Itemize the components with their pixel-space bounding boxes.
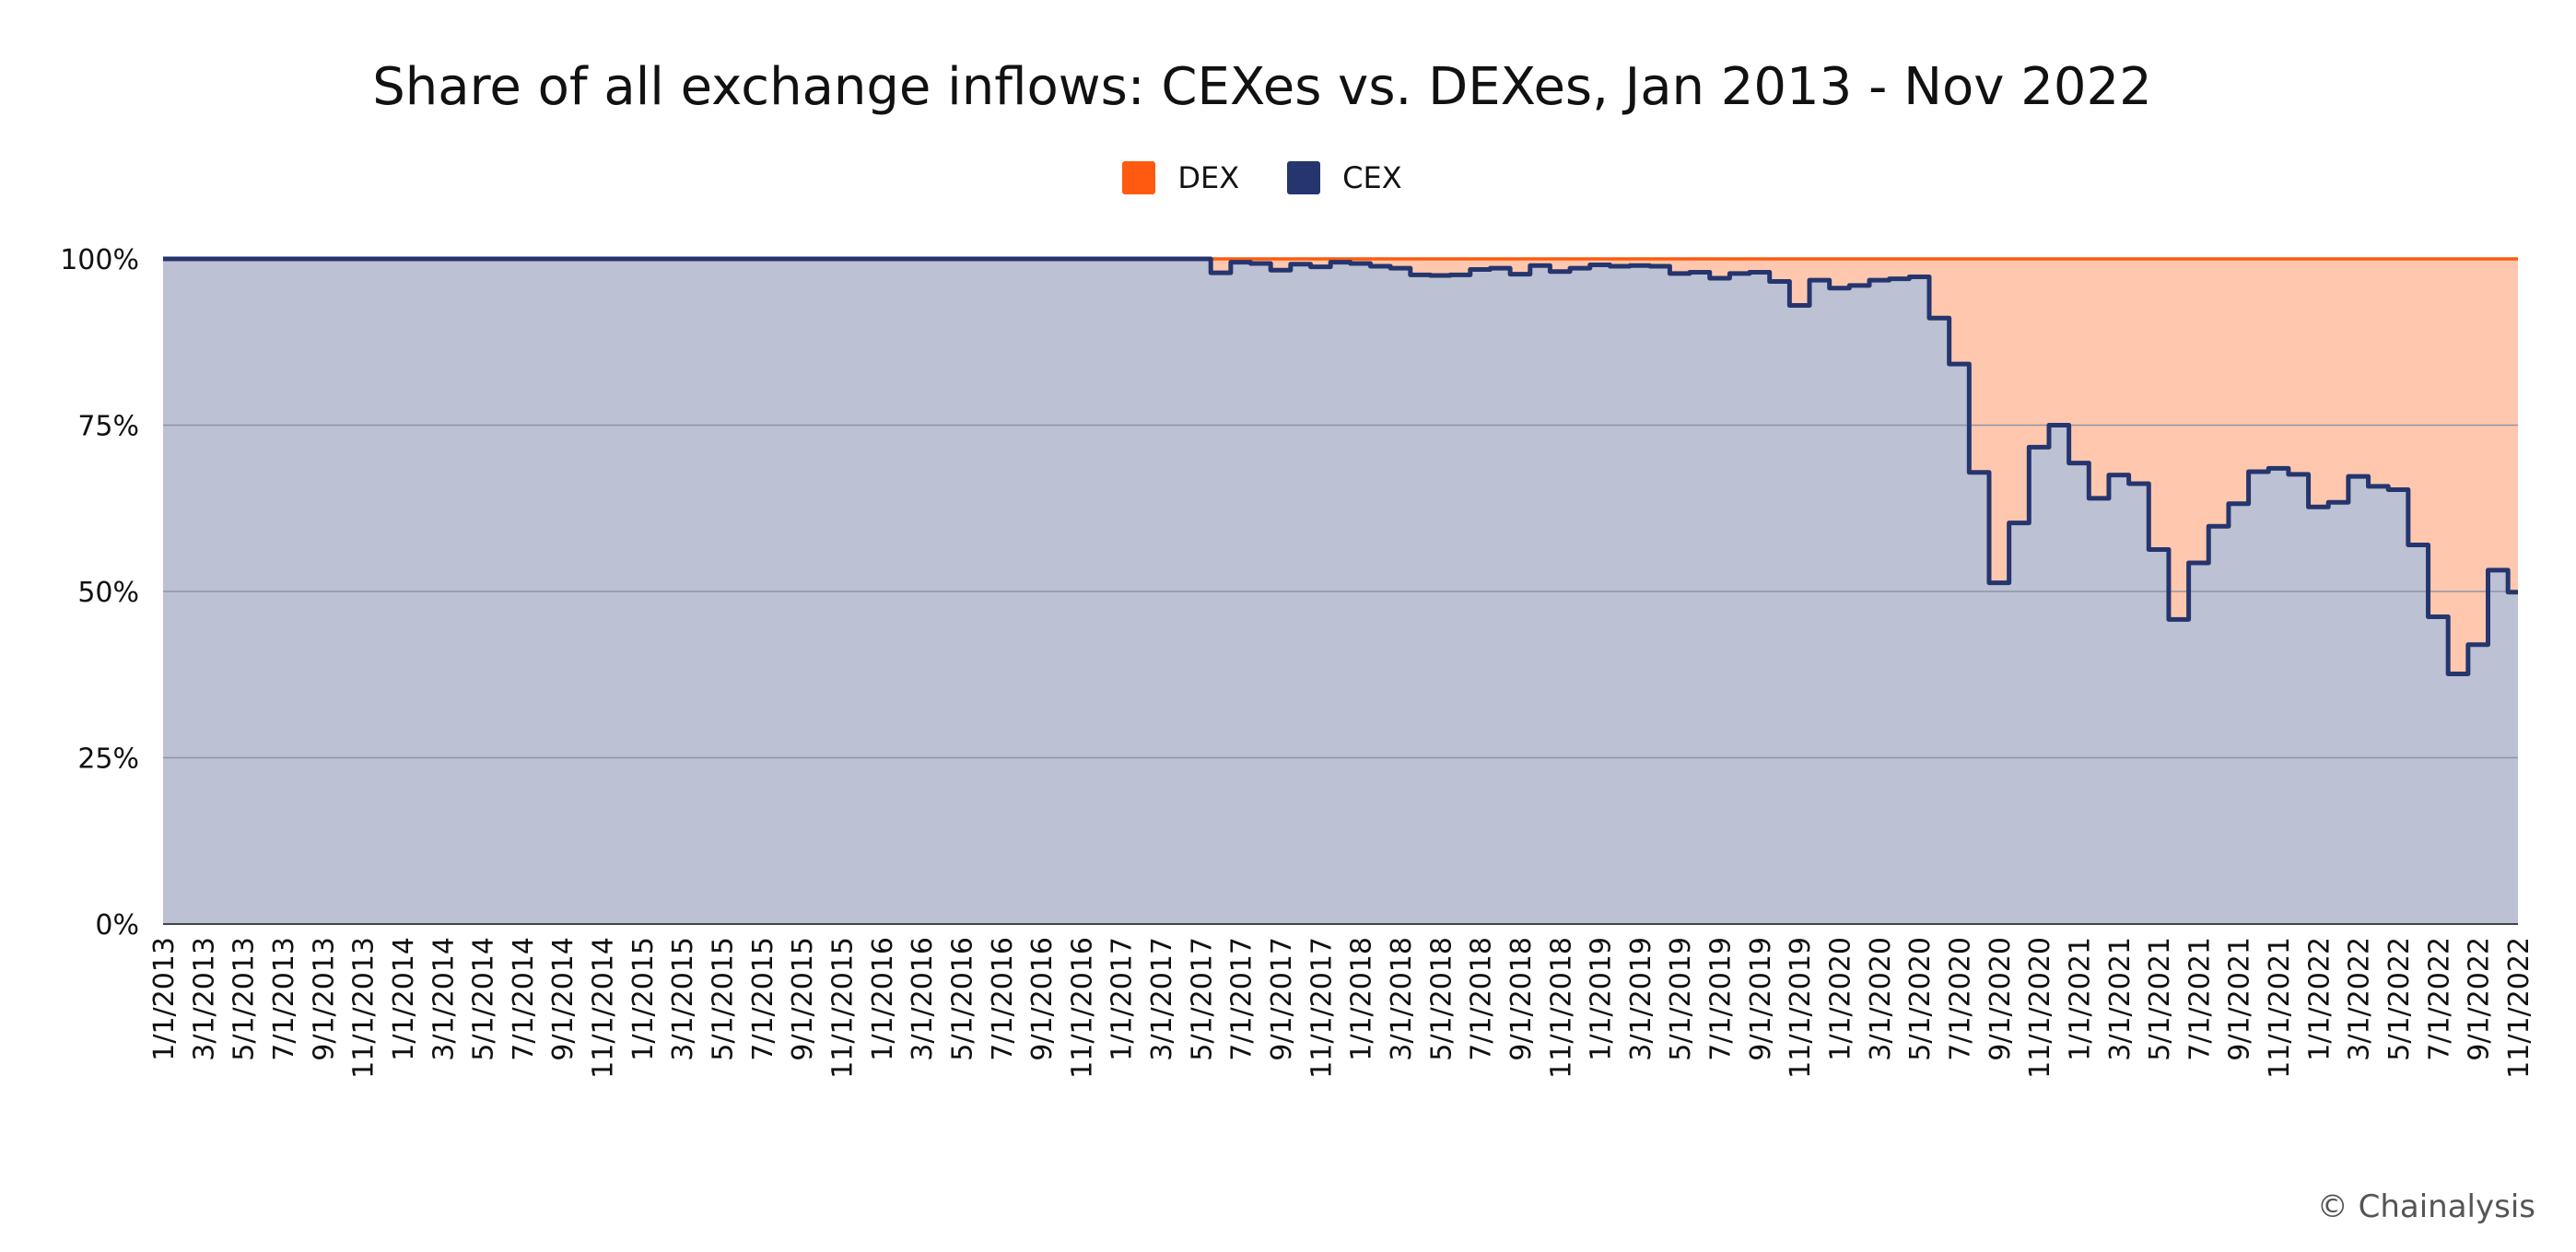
- x-tick-label: 1/1/2017: [1107, 937, 1139, 1061]
- x-tick-label: 7/1/2018: [1466, 937, 1498, 1061]
- x-tick-label: 7/1/2013: [268, 937, 300, 1061]
- x-tick-label: 9/1/2015: [787, 937, 819, 1061]
- x-tick-label: 3/1/2020: [1865, 937, 1897, 1061]
- x-tick-label: 5/1/2016: [946, 937, 978, 1061]
- x-tick-label: 11/1/2020: [2024, 937, 2056, 1079]
- x-tick-label: 9/1/2020: [1985, 937, 2017, 1061]
- x-tick-label: 3/1/2018: [1386, 937, 1418, 1061]
- x-tick-label: 9/1/2017: [1266, 937, 1298, 1061]
- x-tick-label: 11/1/2022: [2503, 937, 2535, 1079]
- x-tick-label: 9/1/2014: [547, 937, 580, 1061]
- x-tick-label: 9/1/2019: [1745, 937, 1777, 1061]
- x-tick-label: 9/1/2016: [1026, 937, 1059, 1061]
- x-tick-label: 5/1/2020: [1904, 937, 1937, 1061]
- x-tick-label: 1/1/2019: [1586, 937, 1618, 1061]
- x-tick-label: 3/1/2016: [907, 937, 939, 1061]
- x-tick-label: 7/1/2015: [747, 937, 779, 1061]
- x-tick-label: 3/1/2019: [1625, 937, 1657, 1061]
- watermark: © Chainalysis: [2316, 1188, 2535, 1225]
- x-tick-label: 11/1/2015: [827, 937, 860, 1079]
- x-tick-label: 1/1/2020: [1825, 937, 1857, 1061]
- x-tick-label: 1/1/2013: [148, 937, 181, 1061]
- x-tick-label: 5/1/2014: [468, 937, 500, 1061]
- x-tick-label: 3/1/2013: [188, 937, 220, 1061]
- x-tick-label: 1/1/2015: [627, 937, 660, 1061]
- x-tick-label: 7/1/2022: [2423, 937, 2455, 1061]
- x-tick-label: 11/1/2019: [1785, 937, 1817, 1079]
- x-tick-label: 11/1/2021: [2264, 937, 2296, 1079]
- x-tick-label: 11/1/2016: [1066, 937, 1098, 1079]
- x-tick-label: 5/1/2021: [2144, 937, 2176, 1061]
- x-tick-label: 5/1/2013: [228, 937, 261, 1061]
- x-tick-label: 7/1/2016: [987, 937, 1019, 1061]
- x-tick-label: 11/1/2017: [1306, 937, 1338, 1079]
- x-tick-label: 1/1/2018: [1346, 937, 1378, 1061]
- x-tick-label: 7/1/2021: [2184, 937, 2216, 1061]
- y-tick-label: 25%: [77, 743, 139, 776]
- x-tick-label: 1/1/2016: [867, 937, 899, 1061]
- y-tick-label: 50%: [77, 577, 139, 609]
- x-tick-label: 3/1/2021: [2104, 937, 2137, 1061]
- y-tick-label: 100%: [60, 244, 139, 276]
- x-tick-label: 9/1/2022: [2464, 937, 2496, 1061]
- x-tick-label: 11/1/2014: [588, 937, 620, 1079]
- chart-title: Share of all exchange inflows: CEXes vs.…: [372, 57, 2152, 117]
- legend-item-cex[interactable]: CEX: [1287, 160, 1402, 195]
- x-tick-label: 5/1/2017: [1186, 937, 1218, 1061]
- legend-label-cex: CEX: [1342, 160, 1402, 195]
- dex-area: [163, 259, 2518, 674]
- legend-swatch-dex: [1122, 161, 1156, 194]
- x-tick-label: 1/1/2022: [2303, 937, 2336, 1061]
- x-tick-label: 3/1/2017: [1146, 937, 1178, 1061]
- x-tick-label: 5/1/2018: [1425, 937, 1458, 1061]
- x-tick-label: 7/1/2017: [1226, 937, 1259, 1061]
- x-tick-label: 11/1/2018: [1545, 937, 1577, 1079]
- x-tick-label: 7/1/2019: [1705, 937, 1738, 1061]
- x-tick-label: 1/1/2014: [388, 937, 420, 1061]
- y-tick-label: 0%: [95, 909, 139, 942]
- x-tick-label: 3/1/2015: [667, 937, 699, 1061]
- x-tick-label: 5/1/2019: [1665, 937, 1697, 1061]
- x-tick-label: 9/1/2013: [308, 937, 340, 1061]
- legend-label-dex: DEX: [1177, 160, 1240, 195]
- legend-item-dex[interactable]: DEX: [1122, 160, 1239, 195]
- x-tick-label: 9/1/2021: [2224, 937, 2256, 1061]
- x-tick-label: 7/1/2020: [1945, 937, 1977, 1061]
- x-tick-label: 3/1/2014: [427, 937, 460, 1061]
- x-tick-label: 1/1/2021: [2065, 937, 2097, 1061]
- x-tick-label: 3/1/2022: [2344, 937, 2376, 1061]
- x-tick-label: 5/1/2022: [2383, 937, 2416, 1061]
- x-tick-label: 5/1/2015: [708, 937, 740, 1061]
- y-tick-label: 75%: [77, 411, 139, 443]
- x-tick-label: 9/1/2018: [1505, 937, 1538, 1061]
- x-tick-label: 7/1/2014: [508, 937, 540, 1061]
- legend-swatch-cex: [1287, 161, 1321, 194]
- legend: DEX CEX: [0, 160, 2524, 195]
- x-tick-label: 11/1/2013: [348, 937, 381, 1079]
- cex-series-line: [163, 256, 2518, 677]
